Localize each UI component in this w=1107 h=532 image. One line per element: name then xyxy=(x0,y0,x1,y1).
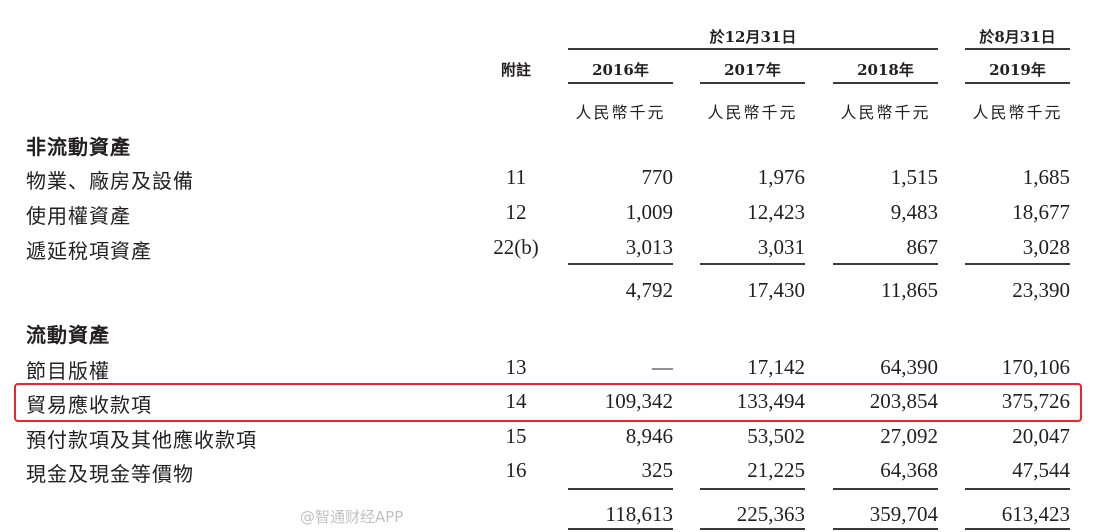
header-group-aug31: 於8月31日 xyxy=(979,28,1056,46)
watermark: @智通财经APP xyxy=(300,508,404,526)
rule xyxy=(833,488,938,490)
unit-header: 人民幣千元 xyxy=(575,103,666,122)
row-value: 3,013 xyxy=(625,235,673,259)
rule xyxy=(965,528,1070,530)
row-value: 203,854 xyxy=(869,389,938,413)
row-label: 物業、廠房及設備 xyxy=(26,169,194,193)
rule xyxy=(700,263,805,265)
rule xyxy=(833,528,938,530)
row-value: 170,106 xyxy=(1001,355,1070,379)
rule xyxy=(965,48,1070,50)
section-title: 非流動資產 xyxy=(26,135,131,159)
subtotal-value: 4,792 xyxy=(625,278,673,302)
rule xyxy=(965,488,1070,490)
rule xyxy=(833,263,938,265)
rule xyxy=(700,528,805,530)
row-value: 27,092 xyxy=(880,424,938,448)
subtotal-value: 23,390 xyxy=(1012,278,1070,302)
row-value: 1,685 xyxy=(1022,165,1070,189)
section-title: 流動資產 xyxy=(26,323,110,347)
rule xyxy=(568,263,673,265)
row-label: 貿易應收款項 xyxy=(26,393,152,417)
year-header: 2016年 xyxy=(592,61,649,79)
row-value: 133,494 xyxy=(736,389,805,413)
row-value: — xyxy=(652,355,673,379)
row-note: 11 xyxy=(505,165,527,189)
subtotal-value: 613,423 xyxy=(1001,502,1070,526)
row-value: 1,009 xyxy=(625,200,673,224)
row-note: 12 xyxy=(505,200,527,224)
row-value: 53,502 xyxy=(747,424,805,448)
row-label: 預付款項及其他應收款項 xyxy=(26,428,257,452)
row-note: 13 xyxy=(505,355,527,379)
subtotal-value: 225,363 xyxy=(736,502,805,526)
rule xyxy=(965,82,1070,84)
rule xyxy=(965,263,1070,265)
header-group-dec31: 於12月31日 xyxy=(709,28,797,46)
rule xyxy=(700,82,805,84)
row-value: 12,423 xyxy=(747,200,805,224)
rule xyxy=(568,528,673,530)
row-value: 3,031 xyxy=(757,235,805,259)
year-header: 2017年 xyxy=(724,61,781,79)
row-label: 遞延稅項資產 xyxy=(26,239,152,263)
subtotal-value: 11,865 xyxy=(881,278,938,302)
unit-header: 人民幣千元 xyxy=(972,103,1063,122)
row-value: 1,515 xyxy=(890,165,938,189)
row-value: 47,544 xyxy=(1012,458,1070,482)
row-note: 15 xyxy=(505,424,527,448)
year-header: 2018年 xyxy=(857,61,914,79)
row-value: 1,976 xyxy=(757,165,805,189)
note-column-header: 附註 xyxy=(500,61,531,79)
row-value: 64,390 xyxy=(880,355,938,379)
row-note: 16 xyxy=(505,458,527,482)
row-value: 17,142 xyxy=(747,355,805,379)
row-label: 節目版權 xyxy=(26,359,110,383)
row-note: 22(b) xyxy=(493,235,539,259)
unit-header: 人民幣千元 xyxy=(707,103,798,122)
row-value: 9,483 xyxy=(890,200,938,224)
row-label: 現金及現金等價物 xyxy=(26,462,194,486)
rule xyxy=(568,488,673,490)
row-value: 21,225 xyxy=(747,458,805,482)
row-value: 325 xyxy=(641,458,674,482)
rule xyxy=(568,48,938,50)
row-value: 867 xyxy=(906,235,939,259)
subtotal-value: 17,430 xyxy=(747,278,805,302)
row-value: 770 xyxy=(641,165,674,189)
rule xyxy=(568,82,673,84)
unit-header: 人民幣千元 xyxy=(840,103,931,122)
row-label: 使用權資產 xyxy=(26,204,131,228)
subtotal-value: 118,613 xyxy=(605,502,673,526)
row-note: 14 xyxy=(505,389,527,413)
year-header: 2019年 xyxy=(989,61,1046,79)
row-value: 109,342 xyxy=(604,389,673,413)
row-value: 64,368 xyxy=(880,458,938,482)
row-value: 3,028 xyxy=(1022,235,1070,259)
rule xyxy=(833,82,938,84)
row-value: 375,726 xyxy=(1001,389,1070,413)
row-value: 8,946 xyxy=(625,424,673,448)
rule xyxy=(700,488,805,490)
subtotal-value: 359,704 xyxy=(869,502,938,526)
row-value: 18,677 xyxy=(1012,200,1070,224)
row-value: 20,047 xyxy=(1012,424,1070,448)
highlight-box xyxy=(14,383,1082,422)
